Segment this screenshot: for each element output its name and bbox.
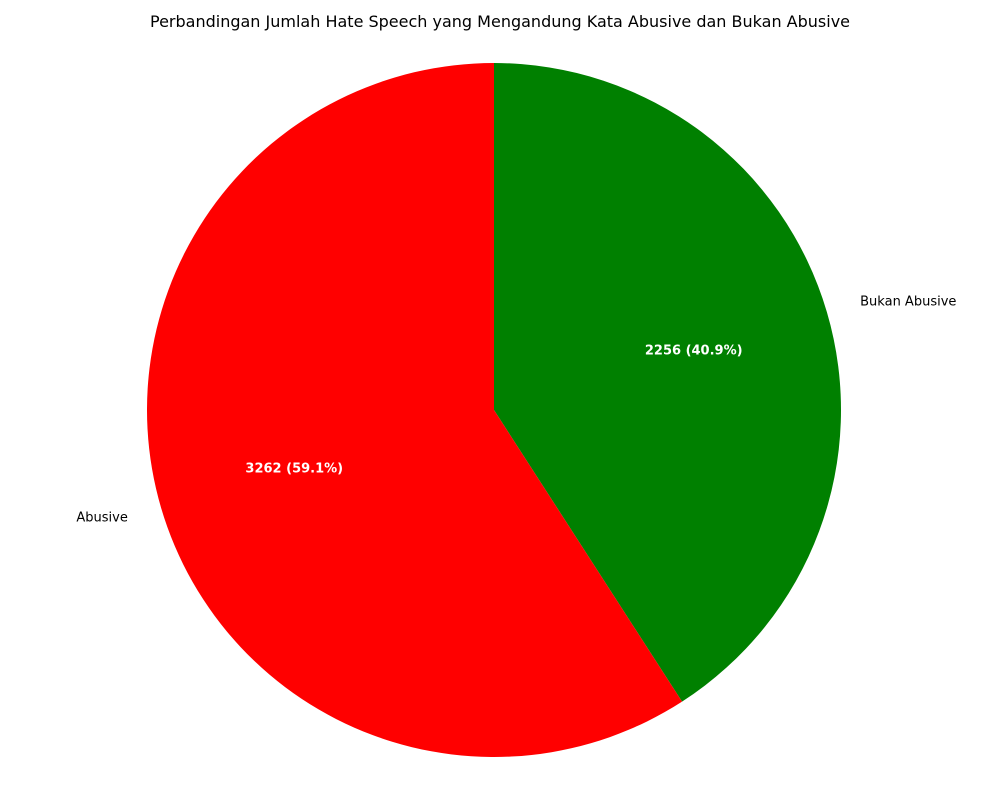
pie-slice-abusive — [146, 63, 683, 758]
chart-title: Perbandingan Jumlah Hate Speech yang Men… — [150, 12, 850, 31]
slice-label-abusive: Abusive — [76, 510, 127, 525]
slice-value-label-abusive: 3262 (59.1%) — [245, 461, 343, 476]
pie-slice-bukan-abusive — [494, 63, 841, 702]
slice-value-label-bukan-abusive: 2256 (40.9%) — [645, 344, 743, 359]
slice-label-bukan-abusive: Bukan Abusive — [860, 295, 956, 310]
